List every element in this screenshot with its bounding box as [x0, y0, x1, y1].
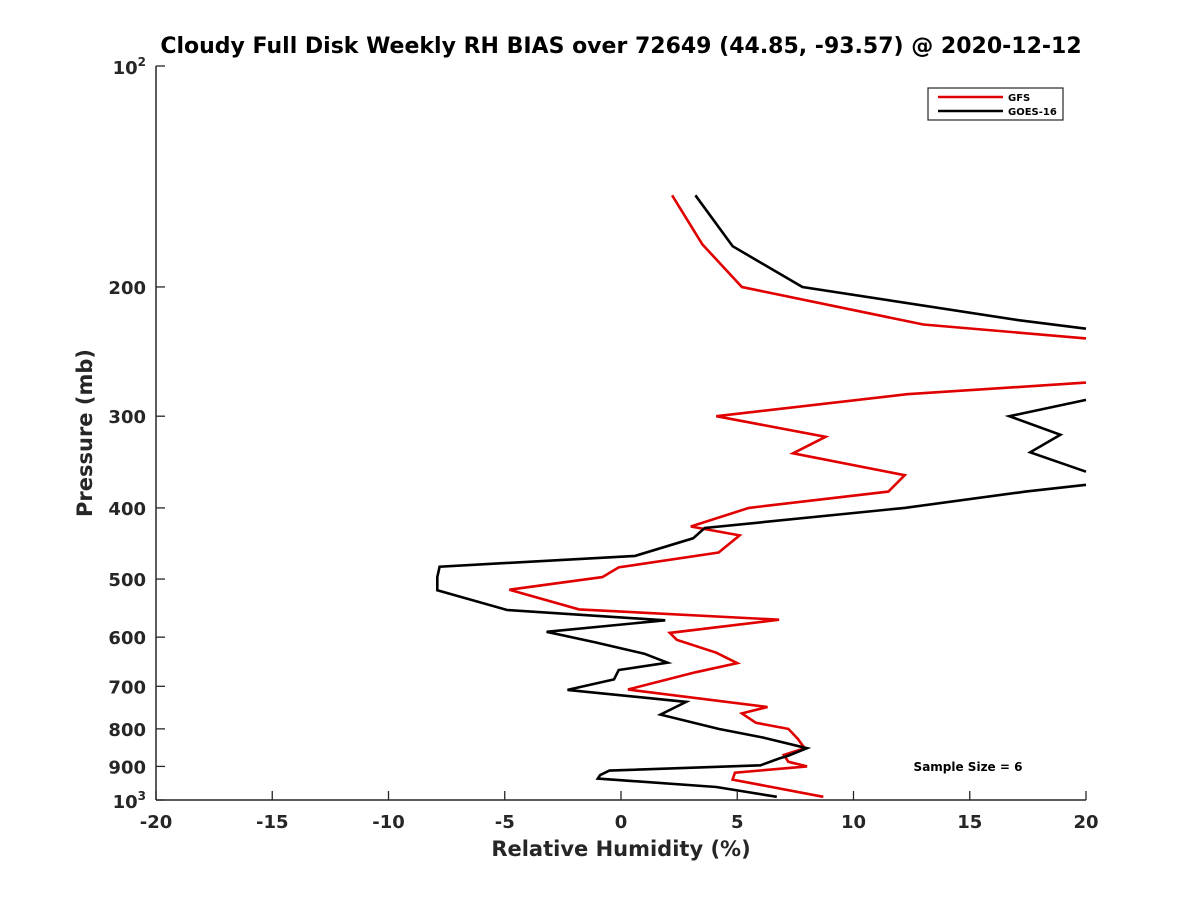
- legend-label-goes16: GOES-16: [1008, 107, 1057, 118]
- plot-background: [156, 66, 1086, 800]
- y-tick-label: 600: [108, 628, 146, 649]
- x-tick-label: 15: [957, 812, 982, 833]
- sample-size-annotation: Sample Size = 6: [914, 760, 1023, 774]
- y-tick-label: 400: [108, 499, 146, 520]
- y-ticks: 200 300 400 500 600 700 800 900 102 103: [108, 55, 165, 813]
- y-tick-label: 700: [108, 677, 146, 698]
- x-tick-label: 10: [841, 812, 866, 833]
- y-tick-label: 500: [108, 570, 146, 591]
- series-line-gfs: [509, 194, 1087, 799]
- x-tick-label: 0: [615, 812, 628, 833]
- y-axis-label: Pressure (mb): [73, 349, 97, 517]
- x-tick-label: -20: [140, 812, 173, 833]
- x-axis-label: Relative Humidity (%): [491, 837, 750, 861]
- legend-label-gfs: GFS: [1008, 93, 1030, 104]
- y-tick-label: 300: [108, 407, 146, 428]
- y-tick-label: 200: [108, 278, 146, 299]
- x-tick-label: -5: [495, 812, 515, 833]
- x-tick-label: -10: [372, 812, 405, 833]
- legend: GFS GOES-16: [927, 87, 1064, 121]
- y-tick-label-power: 102: [113, 55, 146, 79]
- y-tick-label: 900: [108, 757, 146, 778]
- series-layer: [436, 194, 1087, 799]
- y-tick-label-power: 103: [113, 789, 146, 813]
- legend-box: [927, 87, 1064, 121]
- series-line-goes16: [436, 194, 1087, 799]
- y-tick-label: 800: [108, 720, 146, 741]
- x-tick-label: 20: [1073, 812, 1098, 833]
- x-tick-label: 5: [731, 812, 744, 833]
- x-tick-label: -15: [256, 812, 289, 833]
- x-ticks: -20 -15 -10 -5 0 5 10 15 20: [140, 791, 1099, 833]
- chart-title: Cloudy Full Disk Weekly RH BIAS over 726…: [160, 34, 1081, 59]
